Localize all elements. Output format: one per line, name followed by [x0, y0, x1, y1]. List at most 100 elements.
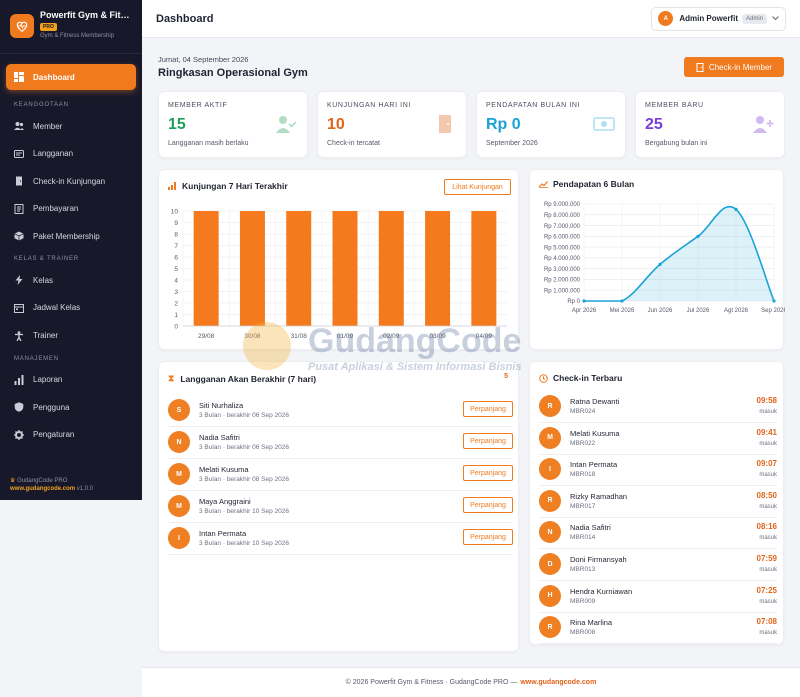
renew-button[interactable]: Perpanjang — [463, 529, 513, 545]
avatar: M — [168, 495, 190, 517]
list-item: N Nadia Safitri 3 Bulan · berakhir 06 Se… — [168, 427, 513, 459]
bar-31/08[interactable] — [286, 211, 312, 326]
point-Mei 2026[interactable] — [620, 299, 624, 303]
subscription-info: 3 Bulan · berakhir 06 Sep 2026 — [199, 412, 289, 419]
sidebar-item-label: Jadwal Kelas — [33, 303, 81, 313]
sidebar-item-label: Check-in Kunjungan — [33, 176, 106, 186]
brand-subtitle: Gym & Fitness Membership — [40, 33, 115, 39]
shield-icon — [14, 402, 24, 412]
sidebar-item-member[interactable]: Member — [6, 114, 136, 138]
avatar: A — [658, 11, 674, 26]
trainer-icon — [15, 330, 23, 341]
chevron-down-icon — [772, 16, 779, 21]
x-tick-label: 29/08 — [198, 333, 215, 340]
renew-button[interactable]: Perpanjang — [463, 497, 513, 513]
bar-03/09[interactable] — [425, 211, 451, 326]
checkin-button-label: Check-in Member — [708, 62, 773, 72]
stat-card-member-aktif: MEMBER AKTIF 15 Langganan masih berlaku — [158, 91, 308, 158]
sidebar-item-label: Paket Membership — [33, 231, 100, 241]
footer-link[interactable]: www.gudangcode.com — [520, 679, 597, 686]
revenue-area-chart: Rp 0 Rp 1.000.000 Rp 2.000.000 Rp 3.000.000… — [544, 202, 785, 314]
point-Jun 2026[interactable] — [658, 262, 662, 266]
member-id: MBR013 — [570, 566, 596, 573]
x-tick-label: 04/09 — [476, 333, 493, 340]
y-tick-label: 1 — [174, 312, 178, 319]
stat-card-kunjungan-hari-ini: KUNJUNGAN HARI INI 10 Check-in tercatat — [317, 91, 467, 158]
current-date: Jumat, 04 September 2026 — [158, 55, 249, 64]
x-tick-label: 03/09 — [429, 333, 446, 340]
sidebar-item-label: Pengaturan — [33, 430, 75, 440]
sidebar-item-label: Member — [33, 121, 63, 131]
renew-button[interactable]: Perpanjang — [463, 433, 513, 449]
hourglass-icon: ⧗ — [168, 373, 175, 383]
bar-29/08[interactable] — [193, 211, 219, 326]
sidebar-item-jadwal-kelas[interactable]: Jadwal Kelas — [6, 296, 136, 320]
stat-value: Rp 0 — [486, 116, 521, 133]
sidebar-item-langganan[interactable]: Langganan — [6, 142, 136, 166]
avatar: R — [539, 489, 561, 512]
member-id: MBR014 — [570, 534, 596, 542]
member-name: Rizky Ramadhan — [570, 491, 628, 501]
member-name: Hendra Kurniawan — [570, 586, 633, 596]
sidebar-item-label: Trainer — [33, 331, 59, 341]
point-Jul 2026[interactable] — [696, 234, 700, 238]
y-tick-label: 10 — [171, 209, 179, 216]
view-visits-button[interactable]: Lihat Kunjungan — [444, 179, 511, 195]
sidebar-item-pembayaran[interactable]: Pembayaran — [6, 197, 136, 221]
checkin-member-button[interactable]: Check-in Member — [684, 57, 784, 77]
sidebar-section-title: KELAS & TRAINER — [14, 256, 79, 263]
x-tick-label: Sep 2026 — [761, 308, 785, 314]
user-menu[interactable]: A Admin Powerfit Admin — [651, 6, 786, 31]
list-item: S Siti Nurhaliza 3 Bulan · berakhir 06 S… — [168, 395, 513, 427]
member-id: MBR008 — [570, 629, 596, 637]
page-title: Dashboard — [156, 12, 214, 25]
point-Agt 2026[interactable] — [734, 207, 738, 211]
member-id: MBR017 — [570, 502, 596, 510]
checkin-time: 07:59 — [756, 554, 777, 563]
avatar: I — [168, 527, 190, 549]
sidebar-item-pengguna[interactable]: Pengguna — [6, 395, 136, 419]
point-Apr 2026[interactable] — [582, 299, 586, 303]
y-tick-label: Rp 1.000.000 — [544, 288, 581, 294]
y-tick-label: 4 — [174, 278, 178, 285]
renew-button[interactable]: Perpanjang — [463, 401, 513, 417]
x-tick-label: 31/08 — [291, 333, 308, 340]
visits-card: Kunjungan 7 Hari Terakhir Lihat Kunjunga… — [158, 169, 519, 350]
sidebar-item-kelas[interactable]: Kelas — [6, 268, 136, 292]
bar-01/09[interactable] — [332, 211, 358, 326]
main-content: Jumat, 04 September 2026 Ringkasan Opera… — [142, 38, 800, 658]
stat-value: 10 — [327, 116, 345, 133]
sidebar-item-dashboard[interactable]: Dashboard — [6, 64, 136, 90]
revenue-card: Pendapatan 6 Bulan Rp 0 Rp 1.000.000 Rp 2.… — [529, 169, 785, 350]
expiring-card-title: ⧗ Langganan Akan Berakhir (7 hari) — [168, 373, 316, 384]
sidebar-item-pengaturan[interactable]: Pengaturan — [6, 423, 136, 447]
list-item: M Melati Kusuma MBR022 09:41 masuk — [539, 423, 777, 455]
sidebar-item-paket-membership[interactable]: Paket Membership — [6, 224, 136, 248]
sidebar-item-trainer[interactable]: Trainer — [6, 324, 136, 348]
pro-badge: PRO — [40, 23, 57, 31]
card-icon — [14, 149, 24, 158]
sidebar-item-label: Dashboard — [33, 72, 75, 82]
sidebar-item-check-in-kunjungan[interactable]: Check-in Kunjungan — [6, 169, 136, 193]
y-tick-label: Rp 5.000.000 — [544, 245, 581, 251]
checkin-time: 08:16 — [756, 522, 777, 532]
y-tick-label: Rp 6.000.000 — [544, 235, 581, 241]
y-tick-label: 8 — [174, 232, 178, 239]
stat-subtitle: Bergabung bulan ini — [645, 140, 708, 147]
checkin-status: masuk — [759, 409, 777, 415]
sidebar-footer-site[interactable]: www.gudangcode.com — [10, 486, 76, 492]
sidebar-item-laporan[interactable]: Laporan — [6, 368, 136, 392]
renew-button[interactable]: Perpanjang — [463, 465, 513, 481]
bar-30/08[interactable] — [239, 211, 265, 326]
point-Sep 2026[interactable] — [772, 299, 776, 303]
member-id: MBR009 — [570, 597, 596, 605]
y-tick-label: 0 — [174, 324, 178, 331]
stat-subtitle: September 2026 — [486, 140, 538, 147]
list-item: R Ratna Dewanti MBR024 09:58 masuk — [539, 391, 777, 423]
bar-02/09[interactable] — [378, 211, 404, 326]
bar-04/09[interactable] — [471, 211, 497, 326]
checkin-status: masuk — [759, 630, 777, 637]
x-tick-label: Apr 2026 — [572, 308, 597, 314]
y-tick-label: 2 — [174, 301, 178, 308]
x-tick-label: Mei 2026 — [610, 308, 635, 314]
